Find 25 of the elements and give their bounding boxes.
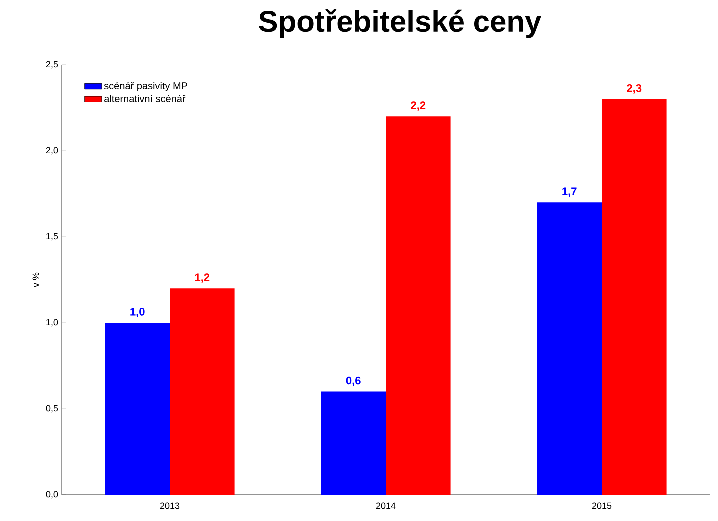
- y-tick-label: 0,5: [46, 405, 58, 413]
- bar: [602, 99, 667, 495]
- data-label: 2,2: [411, 102, 426, 112]
- y-tick-label: 0,0: [46, 491, 58, 499]
- y-axis-title: v %: [32, 272, 40, 288]
- data-label: 0,6: [346, 376, 361, 386]
- legend-label: scénář pasivity MP: [104, 82, 188, 92]
- y-tick-label: 2,0: [46, 147, 58, 155]
- x-tick-label: 2013: [160, 502, 180, 510]
- bar: [321, 392, 386, 495]
- legend-label: alternativní scénář: [104, 94, 186, 102]
- y-tick-label: 1,5: [46, 233, 58, 241]
- data-label: 1,2: [195, 274, 210, 284]
- data-label: 1,7: [562, 188, 577, 198]
- y-tick-label: 1,0: [46, 319, 58, 327]
- bar: [537, 202, 602, 495]
- data-label: 2,3: [627, 84, 642, 94]
- bar: [386, 116, 451, 495]
- bar: [170, 288, 235, 495]
- chart-title: Spotřebitelské ceny: [259, 10, 542, 38]
- bar: [105, 322, 170, 495]
- y-tick-label: 2,5: [46, 61, 58, 69]
- data-label: 1,0: [130, 308, 145, 318]
- x-tick-label: 2015: [592, 502, 612, 510]
- x-tick-label: 2014: [376, 502, 396, 510]
